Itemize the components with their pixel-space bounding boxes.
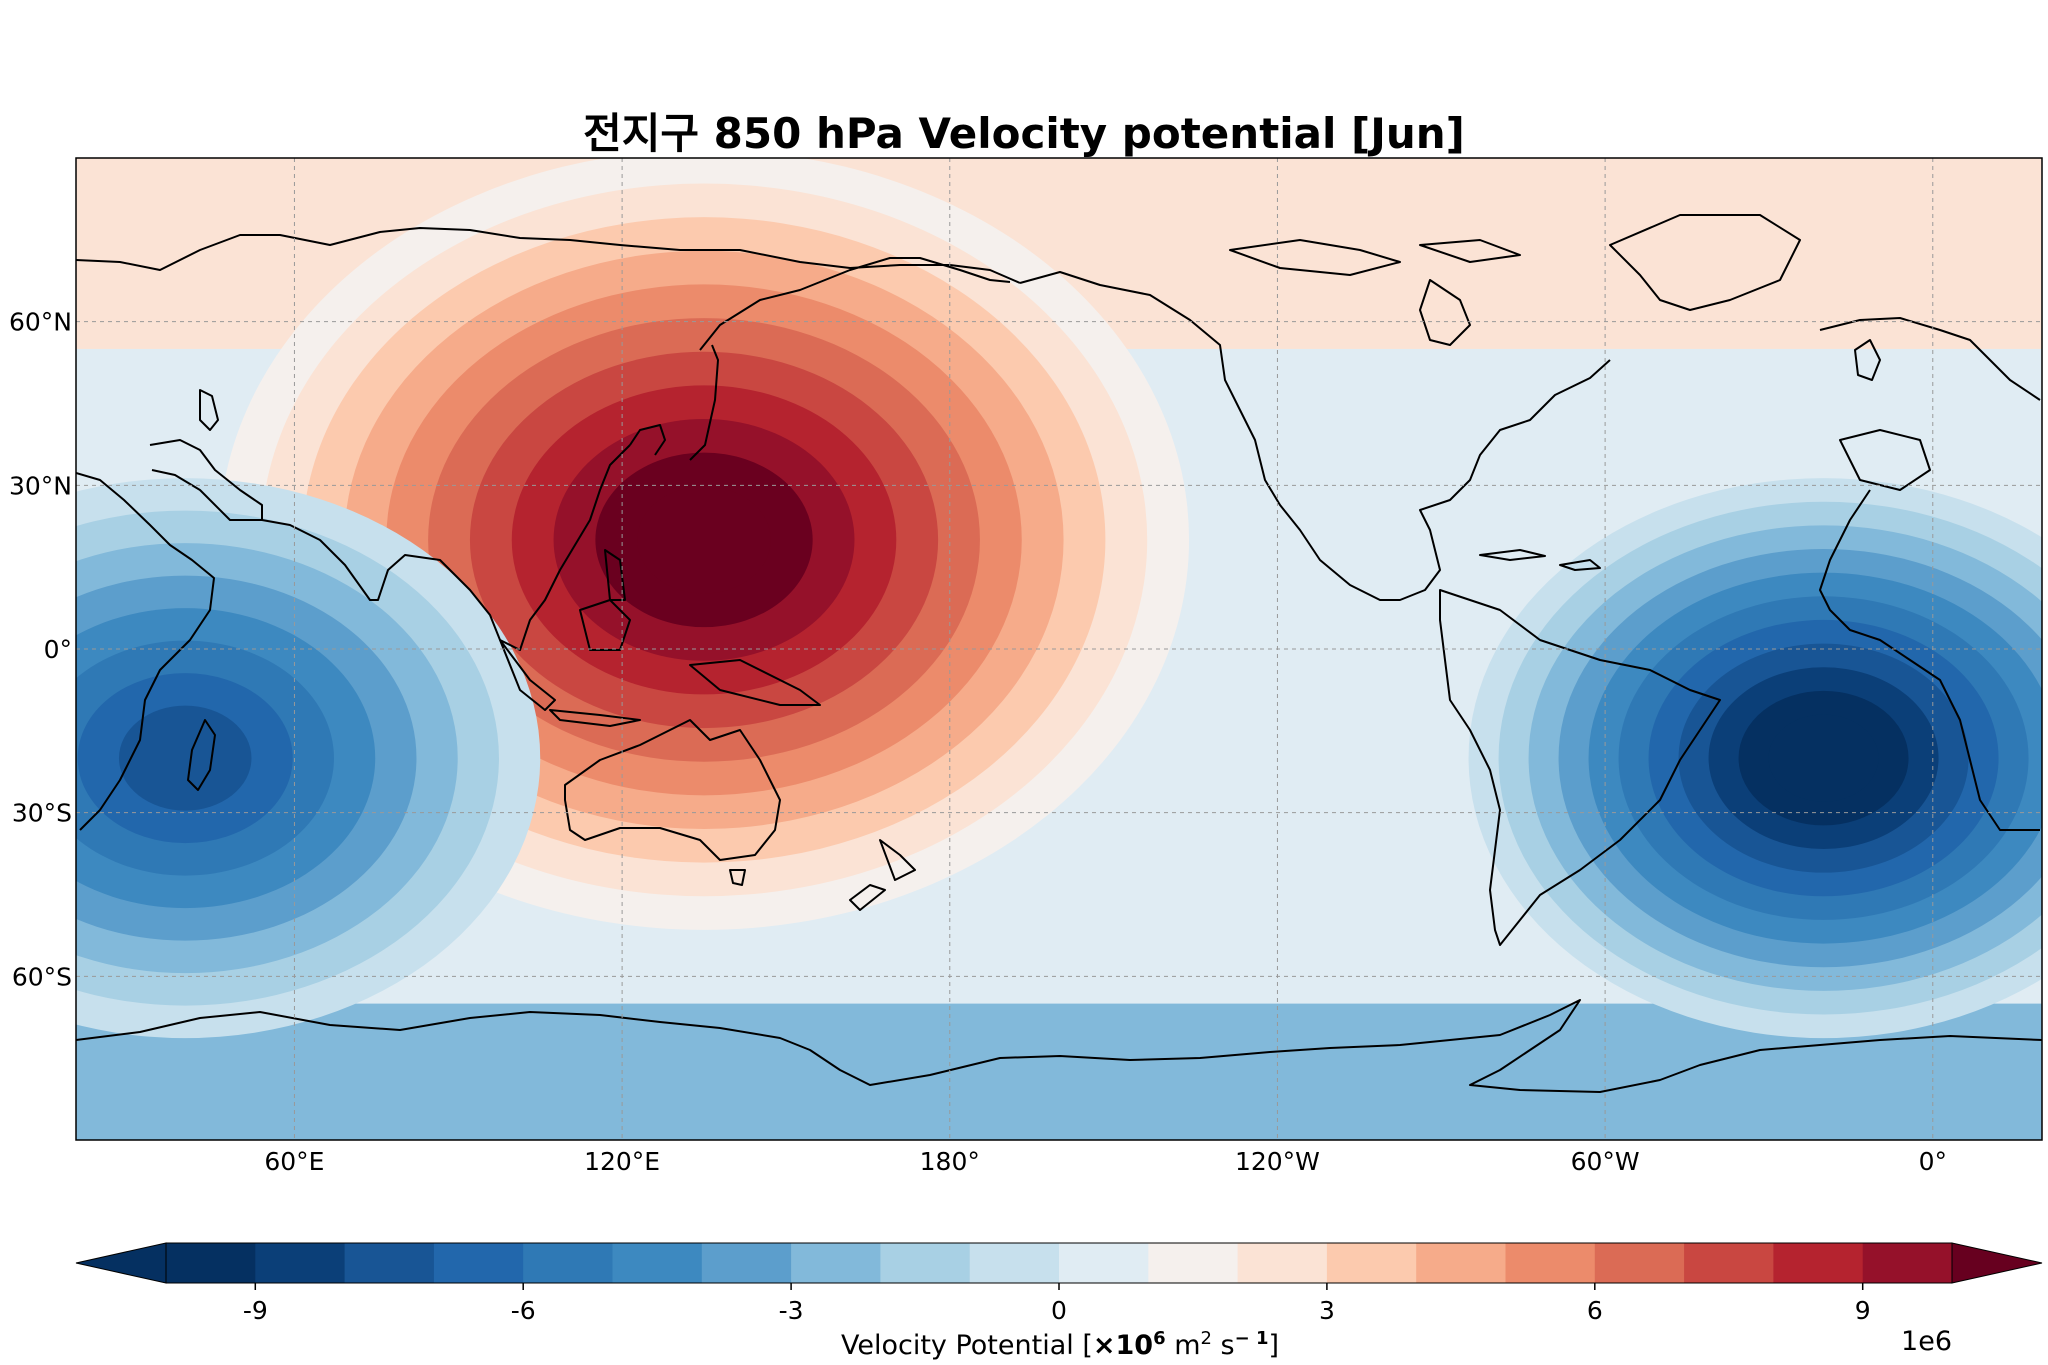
colorbar-bin bbox=[1237, 1243, 1328, 1283]
british-isles-coast bbox=[1854, 339, 1881, 381]
europe-coast bbox=[1819, 317, 2041, 401]
colorbar-bin bbox=[433, 1243, 524, 1283]
map-title: 전지구 850 hPa Velocity potential [Jun] bbox=[583, 109, 1465, 158]
latitude-ticks: 60°N 30°N 0° 30°S 60°S bbox=[9, 308, 72, 992]
north-america-coast bbox=[1019, 271, 1611, 601]
iberia-coast bbox=[1839, 429, 1931, 491]
new-guinea-coast bbox=[689, 659, 821, 706]
colorbar-bin bbox=[1148, 1243, 1239, 1283]
colorbar-bin bbox=[1862, 1243, 1953, 1283]
lon-tick-label: 180° bbox=[920, 1147, 980, 1176]
colorbar-tick-label: -9 bbox=[243, 1296, 268, 1325]
east-siberia-coast bbox=[699, 257, 1011, 351]
map-frame bbox=[75, 157, 2043, 1141]
japan-coast bbox=[689, 344, 719, 461]
philippines-coast bbox=[604, 549, 626, 601]
colorbar-bin bbox=[523, 1243, 613, 1283]
contour-level bbox=[118, 705, 252, 811]
borneo-coast bbox=[579, 599, 631, 651]
colorbar-bin bbox=[1773, 1243, 1864, 1283]
lon-tick-label: 120°E bbox=[584, 1147, 660, 1176]
antarctica-coast bbox=[76, 999, 2042, 1093]
colorbar-bin bbox=[612, 1243, 703, 1283]
colorbar-bin bbox=[791, 1243, 881, 1283]
colorbar-label: Velocity Potential [×106 m2 s− 1] bbox=[841, 1328, 1279, 1361]
new-zealand-coast bbox=[849, 839, 916, 911]
colorbar-bin bbox=[880, 1243, 971, 1283]
lat-tick-label: 30°N bbox=[9, 471, 72, 500]
lat-tick-label: 60°N bbox=[9, 308, 72, 337]
lat-tick-label: 60°S bbox=[12, 962, 72, 991]
caribbean-coast bbox=[1479, 549, 1601, 571]
velocity-potential-field bbox=[76, 158, 2042, 1140]
arctic-islands-coast bbox=[1229, 239, 1521, 276]
lat-tick-label: 0° bbox=[44, 635, 72, 664]
tasmania-coast bbox=[729, 869, 746, 886]
africa-coast bbox=[76, 472, 215, 831]
eurasia-north-coast bbox=[76, 227, 1021, 284]
colorbar-ticks: -9 -6 -3 0 3 6 9 bbox=[243, 1283, 1871, 1325]
longitude-ticks: 60°E 120°E 180° 120°W 60°W 0° bbox=[264, 1147, 1947, 1176]
south-asia-coast bbox=[261, 444, 631, 651]
lat-tick-label: 30°S bbox=[12, 799, 72, 828]
colorbar-offset: 1e6 bbox=[1901, 1326, 1952, 1357]
java-coast bbox=[549, 709, 641, 727]
colorbar-bin bbox=[1505, 1243, 1596, 1283]
colorbar-bin bbox=[344, 1243, 435, 1283]
colorbar-tick-label: 6 bbox=[1587, 1296, 1603, 1325]
colorbar-bin bbox=[1416, 1243, 1506, 1283]
colorbar-bin bbox=[1684, 1243, 1774, 1283]
australia-coast bbox=[564, 719, 781, 861]
colorbar-under-extend bbox=[75, 1242, 167, 1284]
colorbar-bin bbox=[969, 1243, 1060, 1283]
colorbar-bin bbox=[255, 1243, 346, 1283]
colorbar-bin bbox=[1059, 1243, 1149, 1283]
colorbar-bin bbox=[1594, 1243, 1685, 1283]
south-america-coast bbox=[1439, 589, 1721, 946]
gridlines bbox=[76, 158, 2042, 1140]
colorbar-tick-label: 9 bbox=[1855, 1296, 1871, 1325]
colorbar-over-extend bbox=[1951, 1242, 2043, 1284]
lon-tick-label: 0° bbox=[1919, 1147, 1947, 1176]
lon-tick-label: 60°E bbox=[264, 1147, 324, 1176]
madagascar-coast bbox=[187, 719, 216, 791]
colorbar-tick-label: 3 bbox=[1319, 1296, 1335, 1325]
contour-level bbox=[1768, 714, 1879, 802]
colorbar-tick-label: 0 bbox=[1051, 1296, 1067, 1325]
west-africa-coast bbox=[1819, 489, 2040, 831]
colorbar-tick-label: -3 bbox=[779, 1296, 804, 1325]
field-south-band bbox=[76, 1003, 2042, 1140]
colorbar-bin bbox=[701, 1243, 792, 1283]
hudson-bay-coast bbox=[1419, 279, 1471, 346]
colorbar-tick-label: -6 bbox=[511, 1296, 536, 1325]
sumatra-coast bbox=[499, 639, 556, 711]
lon-tick-label: 60°W bbox=[1571, 1147, 1640, 1176]
korea-coast bbox=[629, 424, 666, 456]
greenland-coast bbox=[1609, 214, 1801, 311]
colorbar-bin bbox=[1326, 1243, 1417, 1283]
contour-level bbox=[637, 486, 771, 594]
colorbar-bin bbox=[166, 1243, 256, 1283]
lon-tick-label: 120°W bbox=[1235, 1147, 1320, 1176]
caspian-coast bbox=[199, 389, 219, 431]
coastlines bbox=[76, 214, 2042, 1093]
colorbar bbox=[75, 1242, 2043, 1284]
